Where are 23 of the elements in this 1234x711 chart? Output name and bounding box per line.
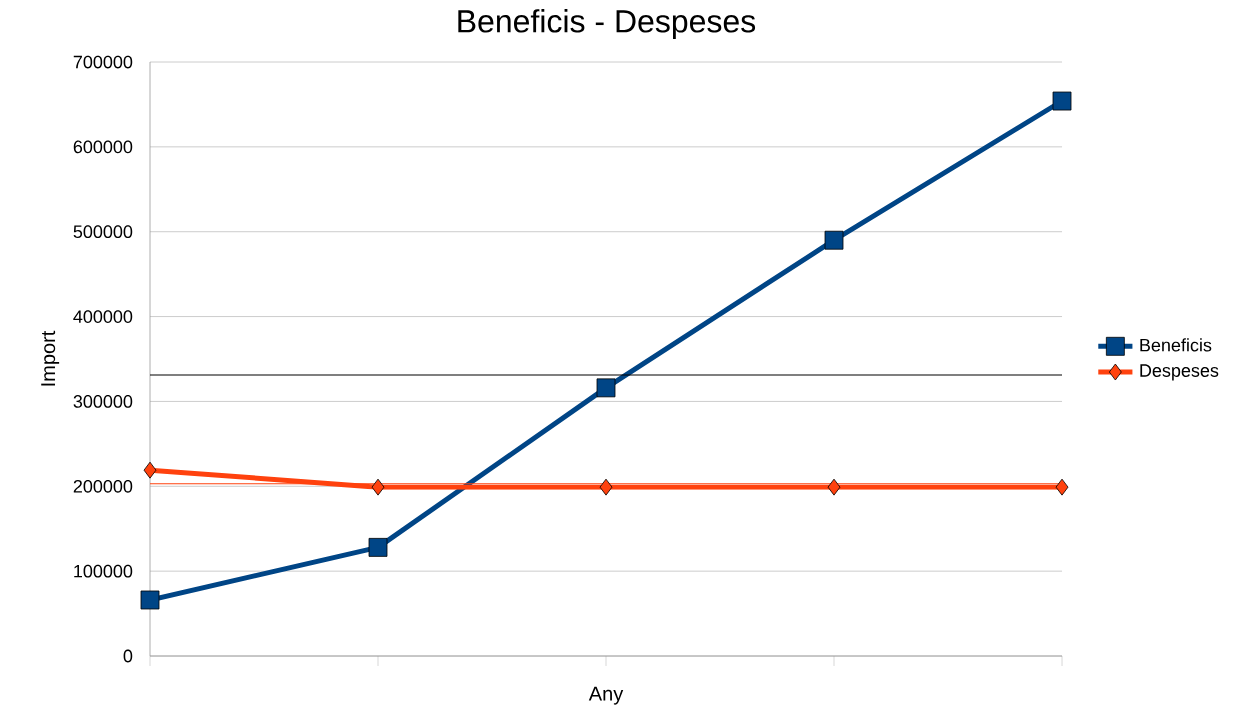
legend-label: Beneficis (1140, 338, 1212, 352)
y-tick-label: 200000 (73, 479, 133, 493)
point (824, 230, 844, 250)
legend-label: Despeses (1140, 364, 1219, 381)
y-tick-label: 0 (123, 649, 133, 663)
point (827, 478, 841, 496)
point (140, 590, 160, 610)
point (143, 461, 157, 479)
point (1052, 91, 1072, 111)
point (371, 478, 385, 496)
chart-title: Beneficis - Despeses (458, 9, 756, 39)
y-axis-title: Import (41, 330, 60, 386)
x-axis-title: Any (588, 686, 624, 705)
point (368, 537, 388, 557)
point (599, 478, 613, 496)
y-tick-label: 100000 (74, 564, 133, 578)
y-tick-label: 600000 (73, 140, 133, 154)
y-tick-label: 400000 (73, 310, 133, 323)
point (596, 378, 616, 398)
y-tick-label: 700000 (73, 55, 133, 69)
y-tick-label: 500000 (73, 225, 133, 239)
point (1055, 478, 1069, 496)
y-tick-label: 300000 (73, 395, 133, 408)
